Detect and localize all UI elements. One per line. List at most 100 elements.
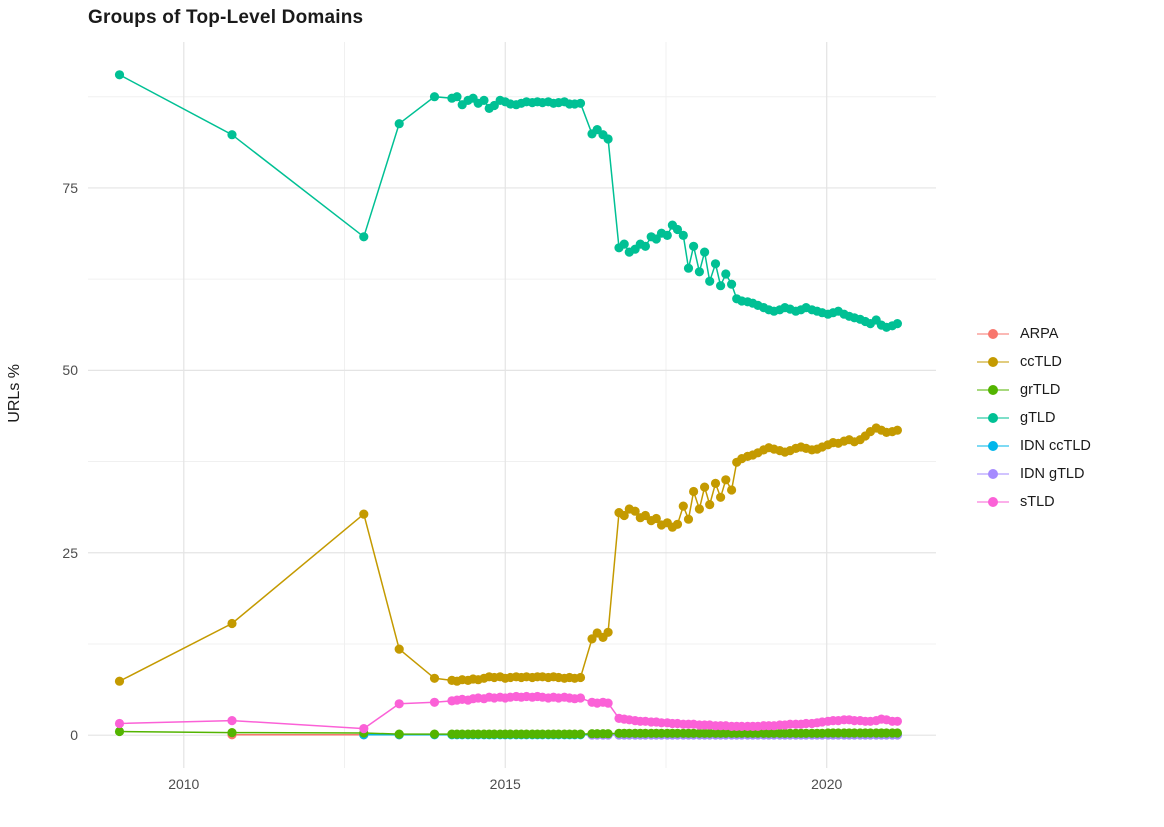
data-point-grtld: [429, 729, 440, 739]
series-grtld: [114, 726, 903, 739]
data-point-gtld: [892, 319, 903, 329]
y-tick-label: 0: [70, 727, 78, 744]
data-point-cctld: [672, 519, 683, 529]
series-line-gtld: [119, 74, 898, 329]
data-point-stld: [892, 716, 903, 726]
data-point-grtld: [227, 728, 237, 738]
data-point-cctld: [721, 475, 731, 485]
data-point-gtld: [678, 230, 688, 240]
legend: ARPA ccTLD grTLD gTLD IDN ccTLD IDN gTLD sTLD: [976, 320, 1091, 516]
legend-label-grtld: grTLD: [1020, 382, 1061, 398]
legend-item-idn-cctld: IDN ccTLD: [976, 432, 1091, 460]
data-point-cctld: [716, 492, 726, 502]
legend-key-dot: [988, 497, 998, 507]
data-point-gtld: [683, 263, 694, 273]
data-point-stld: [575, 693, 586, 703]
data-point-stld: [227, 716, 237, 726]
data-point-cctld: [694, 504, 705, 514]
data-point-cctld: [394, 644, 404, 654]
data-point-cctld: [700, 482, 710, 492]
series-line-cctld: [119, 427, 898, 682]
data-point-stld: [114, 718, 125, 729]
data-point-gtld: [603, 134, 613, 144]
data-point-gtld: [227, 130, 237, 140]
legend-key-dot: [988, 357, 998, 367]
data-point-grtld: [575, 729, 586, 739]
data-point-gtld: [694, 267, 705, 277]
legend-key-icon-idn-cctld: [977, 441, 1009, 451]
data-point-grtld: [892, 728, 903, 738]
legend-key-dot: [988, 329, 998, 339]
data-point-gtld: [359, 232, 369, 242]
legend-key-dot: [988, 385, 998, 395]
legend-label-idn-gtld: IDN gTLD: [1020, 466, 1085, 482]
legend-label-idn-cctld: IDN ccTLD: [1020, 438, 1091, 454]
legend-key-dot: [988, 469, 998, 479]
data-point-cctld: [892, 425, 903, 435]
data-point-cctld: [727, 485, 737, 495]
data-point-cctld: [227, 618, 237, 629]
legend-key-icon-stld: [977, 497, 1009, 507]
data-point-gtld: [452, 92, 462, 102]
legend-item-cctld: ccTLD: [976, 348, 1091, 376]
x-tick-label: 2015: [489, 776, 521, 792]
data-point-stld: [603, 698, 613, 708]
legend-item-gtld: gTLD: [976, 404, 1091, 432]
data-point-stld: [394, 699, 404, 709]
data-point-gtld: [619, 239, 629, 249]
legend-key-icon-gtld: [977, 413, 1009, 423]
data-point-cctld: [710, 478, 721, 488]
legend-label-gtld: gTLD: [1020, 410, 1056, 426]
data-point-gtld: [705, 276, 715, 286]
legend-label-arpa: ARPA: [1020, 326, 1059, 342]
y-tick-label: 50: [62, 362, 78, 379]
data-point-cctld: [678, 501, 688, 511]
data-point-cctld: [114, 676, 125, 686]
data-point-gtld: [727, 279, 737, 289]
series-stld: [114, 691, 903, 734]
data-point-gtld: [662, 230, 672, 240]
legend-key-icon-idn-gtld: [977, 469, 1009, 479]
data-point-grtld: [114, 726, 125, 737]
data-point-gtld: [429, 92, 440, 102]
y-tick-label: 25: [62, 544, 78, 561]
data-point-gtld: [716, 281, 726, 291]
legend-item-stld: sTLD: [976, 488, 1091, 516]
data-point-cctld: [429, 673, 440, 683]
x-tick-label: 2010: [168, 776, 200, 792]
data-point-cctld: [575, 672, 586, 683]
data-point-gtld: [479, 95, 489, 105]
data-point-gtld: [710, 259, 721, 269]
data-point-cctld: [587, 634, 597, 644]
legend-key-icon-grtld: [977, 385, 1009, 395]
legend-item-grtld: grTLD: [976, 376, 1091, 404]
legend-key-icon-cctld: [977, 357, 1009, 367]
data-point-gtld: [575, 98, 586, 108]
data-point-cctld: [651, 513, 661, 524]
data-point-gtld: [721, 269, 731, 279]
data-point-grtld: [394, 729, 404, 739]
data-point-stld: [359, 724, 369, 734]
data-point-gtld: [640, 241, 651, 251]
data-point-cctld: [689, 486, 699, 497]
data-point-gtld: [672, 224, 683, 235]
x-tick-label: 2020: [811, 776, 843, 792]
legend-label-cctld: ccTLD: [1020, 354, 1062, 370]
data-point-stld: [429, 697, 440, 707]
data-point-cctld: [359, 509, 369, 519]
legend-key-icon-arpa: [977, 329, 1009, 339]
legend-item-arpa: ARPA: [976, 320, 1091, 348]
series-cctld: [114, 423, 903, 686]
data-point-cctld: [705, 500, 715, 510]
legend-key-dot: [988, 413, 998, 423]
data-point-gtld: [394, 119, 404, 129]
chart-title: Groups of Top-Level Domains: [88, 7, 364, 28]
data-point-grtld: [603, 729, 613, 739]
data-point-cctld: [603, 627, 613, 637]
data-point-gtld: [700, 247, 710, 257]
series-gtld: [114, 70, 903, 332]
data-point-cctld: [630, 506, 640, 516]
data-point-gtld: [689, 241, 699, 251]
